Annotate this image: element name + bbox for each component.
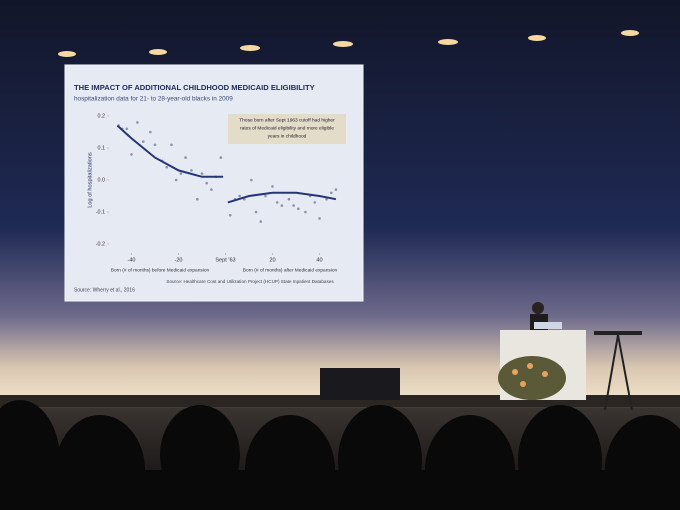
point: [165, 165, 169, 169]
light: [240, 45, 260, 51]
point: [149, 130, 152, 134]
point: [125, 127, 129, 131]
slide-subtitle: hospitalization data for 21- to 28-year-…: [74, 96, 233, 103]
flower-blooms: [512, 363, 548, 387]
point: [325, 197, 328, 201]
light: [438, 39, 458, 45]
fit-line: [227, 191, 337, 204]
x-tick-label: -20: [174, 257, 182, 263]
source: Source: Healthcare Cost and Utilization …: [166, 279, 334, 284]
point: [141, 140, 145, 143]
point: [304, 210, 307, 214]
annotation-box: [228, 114, 346, 144]
light: [149, 49, 167, 55]
audience: [0, 400, 680, 510]
bloom: [542, 371, 548, 377]
point: [130, 153, 133, 156]
bloom: [527, 363, 533, 369]
point: [184, 156, 187, 159]
point: [153, 143, 157, 147]
light: [333, 41, 353, 47]
point: [254, 210, 258, 214]
crowd: [0, 470, 680, 510]
point: [259, 220, 263, 223]
point: [196, 197, 199, 201]
table-leg: [617, 334, 633, 411]
point: [179, 172, 183, 175]
x-tick-label: Sept '63: [215, 257, 235, 263]
laptop: [534, 322, 562, 329]
y-axis-label: Log of hospitalizations: [87, 152, 93, 208]
point: [136, 121, 139, 124]
point: [271, 185, 274, 188]
point: [205, 181, 208, 185]
side-table: [594, 331, 642, 335]
slide-title: THE IMPACT OF ADDITIONAL CHILDHOOD MEDIC…: [74, 83, 315, 92]
y-tick-label: 0.1: [98, 145, 106, 151]
point: [170, 143, 173, 147]
flowers: [498, 356, 566, 400]
point: [287, 197, 291, 201]
y-tick-label: -0.1: [96, 209, 105, 215]
point: [318, 217, 321, 220]
point: [297, 207, 300, 211]
annotation: Those born after Sept 1963 cutoff had hi…: [239, 117, 335, 123]
citation: Source: Wherry et al., 2016: [74, 287, 135, 293]
point: [264, 194, 267, 198]
x-tick-label: -40: [127, 257, 135, 263]
y-tick-label: -0.2: [96, 241, 105, 247]
point: [238, 194, 241, 198]
point: [250, 178, 253, 182]
point: [190, 169, 193, 172]
x-tick-label: 20: [269, 257, 275, 263]
fit-line: [116, 124, 224, 178]
point: [329, 191, 333, 195]
table-leg: [604, 334, 619, 411]
speaker-head: [532, 302, 544, 314]
point: [292, 204, 295, 207]
light: [528, 35, 546, 41]
ceiling-lights: [58, 30, 639, 57]
light: [58, 51, 76, 57]
point: [313, 201, 317, 204]
point: [334, 188, 338, 191]
slide: [64, 64, 364, 302]
x-axis-label: Born (# of months) before Medicaid expan…: [111, 267, 210, 273]
point: [275, 201, 279, 204]
point: [210, 188, 213, 191]
y-tick-label: 0.2: [98, 113, 106, 119]
y-tick-label: 0.0: [98, 177, 106, 183]
point: [219, 156, 223, 159]
bloom: [520, 381, 526, 387]
annotation: rates of Medicaid eligibility and more e…: [240, 125, 334, 131]
bloom: [512, 369, 518, 375]
point: [280, 204, 284, 207]
annotation: years in childhood: [268, 133, 307, 139]
point: [174, 178, 178, 182]
stage-monitor: [320, 368, 400, 400]
point: [228, 213, 232, 217]
point: [200, 172, 204, 175]
x-axis-label: Born (# of months) after Medicaid expans…: [243, 267, 338, 273]
x-tick-label: 40: [316, 257, 322, 263]
light: [621, 30, 639, 36]
